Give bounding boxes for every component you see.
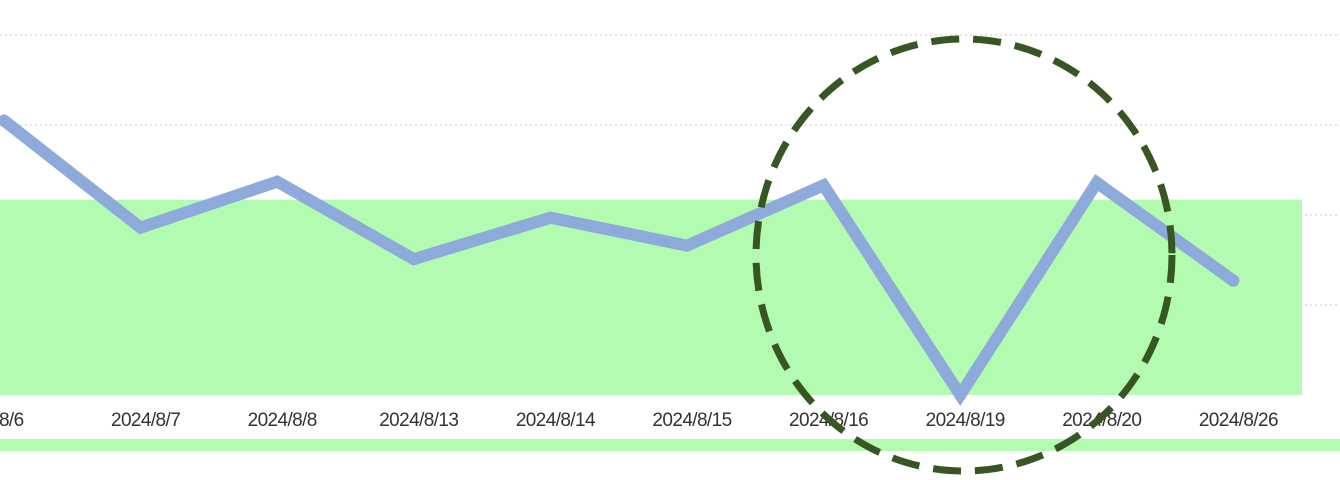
data-point [817,179,830,192]
data-point [0,114,10,127]
data-point [1227,274,1240,287]
x-tick-label: 2024/8/15 [652,410,731,431]
x-tick-label: 2024/8/7 [111,410,180,431]
data-point [407,253,420,266]
x-tick-label: 2024/8/6 [0,410,24,431]
data-point [954,389,967,401]
x-tick-label: 2024/8/14 [516,410,596,431]
x-tick-label: 2024/8/13 [379,410,458,431]
data-point [271,175,284,188]
x-tick-label: 2024/8/19 [926,410,1005,431]
data-point [1090,176,1103,189]
highlight-band [0,199,1302,395]
data-points [0,114,1240,401]
x-tick-label: 2024/8/26 [1199,410,1278,431]
data-point [544,211,557,224]
series-line [0,115,1237,407]
data-point [134,221,147,234]
x-axis-tick-labels: 2024/8/6 2024/8/7 2024/8/8 2024/8/13 2024/8/… [0,410,1279,431]
x-tick-label: 2024/8/8 [248,410,317,431]
data-point [681,239,693,252]
bottom-green-strip [0,439,1340,451]
annotation-dashed-circle [752,35,1176,475]
